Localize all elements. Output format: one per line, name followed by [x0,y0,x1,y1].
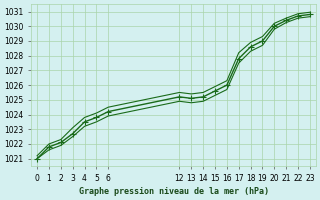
X-axis label: Graphe pression niveau de la mer (hPa): Graphe pression niveau de la mer (hPa) [78,187,268,196]
